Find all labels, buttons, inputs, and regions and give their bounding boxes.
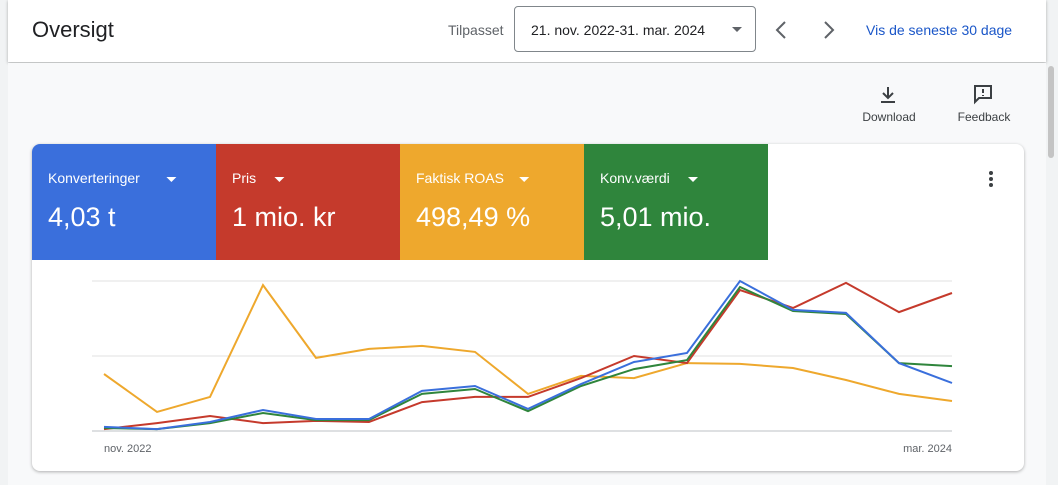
series-line xyxy=(103,279,953,431)
dropdown-icon xyxy=(274,177,285,182)
download-icon[interactable] xyxy=(877,84,899,106)
metric-value: 4,03 t xyxy=(48,202,116,232)
feedback-icon[interactable] xyxy=(972,83,994,105)
prev-button[interactable] xyxy=(774,20,788,40)
chart: Konverteringer 4,03 t Pris 1 mio. kr Faktisk… xyxy=(32,144,993,455)
metric-tile[interactable] xyxy=(400,144,584,260)
next-button[interactable] xyxy=(822,20,836,40)
metric-name: Faktisk ROAS xyxy=(416,170,504,186)
series-line xyxy=(103,285,953,431)
series-line xyxy=(103,281,953,431)
date-range[interactable]: 21. nov. 2022-31. mar. 2024 xyxy=(531,22,706,38)
dropdown-icon xyxy=(166,177,177,182)
metric-name: Konverteringer xyxy=(48,170,140,186)
date-label: Tilpasset xyxy=(448,22,504,38)
download-button[interactable]: Download xyxy=(862,110,916,124)
series-line xyxy=(103,283,953,413)
metric-tile[interactable] xyxy=(32,144,216,260)
metric-name: Konv.værdi xyxy=(600,170,670,186)
metric-value: 1 mio. kr xyxy=(232,202,336,232)
more-menu[interactable] xyxy=(989,171,993,187)
dropdown-icon xyxy=(732,27,742,32)
metric-value: 5,01 mio. xyxy=(600,202,711,232)
metric-value: 498,49 % xyxy=(416,202,530,232)
chart-card: Konverteringer 4,03 t Pris 1 mio. kr Faktisk… xyxy=(32,144,1024,471)
metric-tile[interactable] xyxy=(584,144,768,260)
scrollbar xyxy=(1048,66,1054,158)
x-tick-label: nov. 2022 xyxy=(104,443,152,455)
dropdown-icon xyxy=(519,177,530,182)
page-title: Oversigt xyxy=(32,17,114,42)
dropdown-icon xyxy=(688,177,698,182)
date-picker[interactable]: 21. nov. 2022-31. mar. 2024 xyxy=(514,6,756,52)
metric-tile[interactable] xyxy=(216,144,400,260)
feedback-button[interactable]: Feedback xyxy=(957,110,1011,124)
x-tick-label: mar. 2024 xyxy=(903,443,952,455)
last-30-days-link[interactable]: Vis de seneste 30 dage xyxy=(866,22,1013,38)
metric-name: Pris xyxy=(232,170,256,186)
top-bar: Oversigt Tilpasset 21. nov. 2022-31. mar… xyxy=(8,0,1046,62)
